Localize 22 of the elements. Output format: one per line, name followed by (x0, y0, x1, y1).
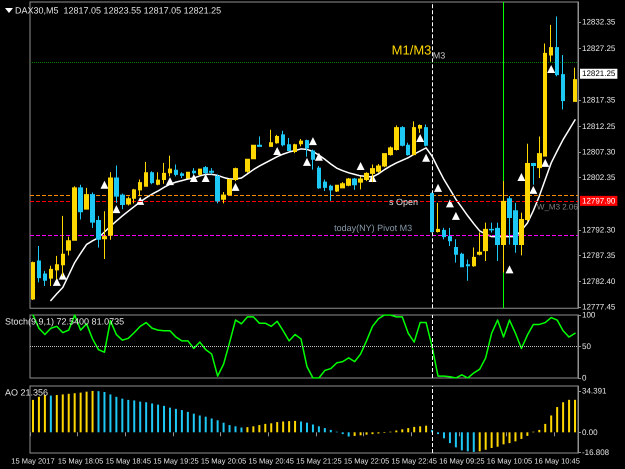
y-tick-label: 12817.35 (582, 95, 616, 104)
y-tick-label: 0 (582, 374, 587, 382)
y-tick-label: 12802.35 (582, 173, 616, 182)
y-tick-label: -16.808 (582, 448, 610, 458)
y-tick-label: 12777.45 (582, 302, 616, 312)
y-tick-label: 100 (582, 310, 596, 320)
ref-line-label: today(NY) Pivot M3 (334, 223, 412, 234)
ref-line-label: M3 (432, 50, 446, 61)
annotation: M1/M3 (392, 42, 432, 58)
y-tick-label: 50 (582, 342, 592, 351)
y-tick-label: 12782.40 (582, 276, 616, 286)
ref-line-label: 12797.90 (582, 196, 616, 206)
y-tick-label: 12827.25 (582, 44, 616, 53)
y-tick-label: 12792.30 (582, 225, 616, 234)
y-tick-label: 34.391 (582, 386, 608, 396)
y-tick-label: 12832.35 (582, 17, 616, 26)
text: 12821.25 (582, 69, 616, 78)
y-tick-label: 12812.25 (582, 122, 616, 131)
y-tick-label: 0.00 (582, 428, 598, 437)
y-tick-label: 12787.35 (582, 251, 616, 260)
y-tick-label: 12807.30 (582, 148, 616, 157)
annotation: W_M3 2.06 (536, 202, 578, 212)
